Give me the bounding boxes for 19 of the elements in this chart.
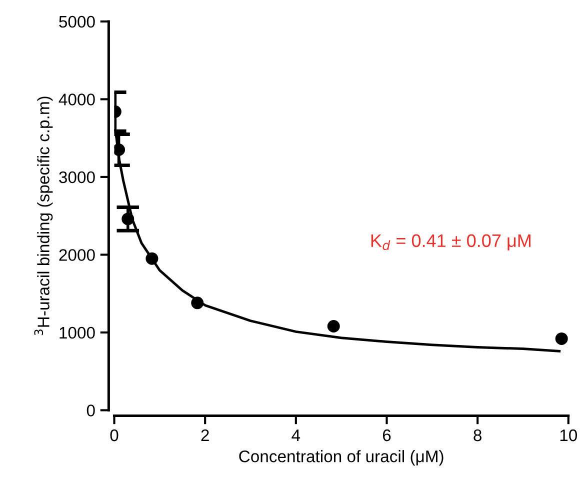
y-tick-label: 3000 <box>59 171 95 184</box>
annotation: K$_{d}$ = 0.41 ± 0.07 μM <box>371 234 530 250</box>
point <box>327 320 340 332</box>
y-tick-label: 1000 <box>60 326 95 339</box>
point <box>555 332 568 345</box>
y-tick-label: 2000 <box>59 249 95 261</box>
x-tick-label: 4 <box>292 430 300 442</box>
x-tick-label: 2 <box>201 429 209 442</box>
x-tick-label: 10 <box>560 429 578 442</box>
x-tick-label: 8 <box>474 429 482 442</box>
x-tick-label: 6 <box>382 429 391 442</box>
y-axis-title: $^{3}$H-uracil binding (specific c.p.m) <box>34 96 53 336</box>
y-tick-label: 0 <box>86 404 95 416</box>
point <box>191 296 204 310</box>
y-tick-label: 4000 <box>58 94 95 106</box>
x-axis-title: Concentration of uracil (μM) <box>239 450 444 466</box>
y-tick-label: 5000 <box>59 16 95 28</box>
point <box>146 252 158 265</box>
x-tick-label: 0 <box>110 429 118 442</box>
